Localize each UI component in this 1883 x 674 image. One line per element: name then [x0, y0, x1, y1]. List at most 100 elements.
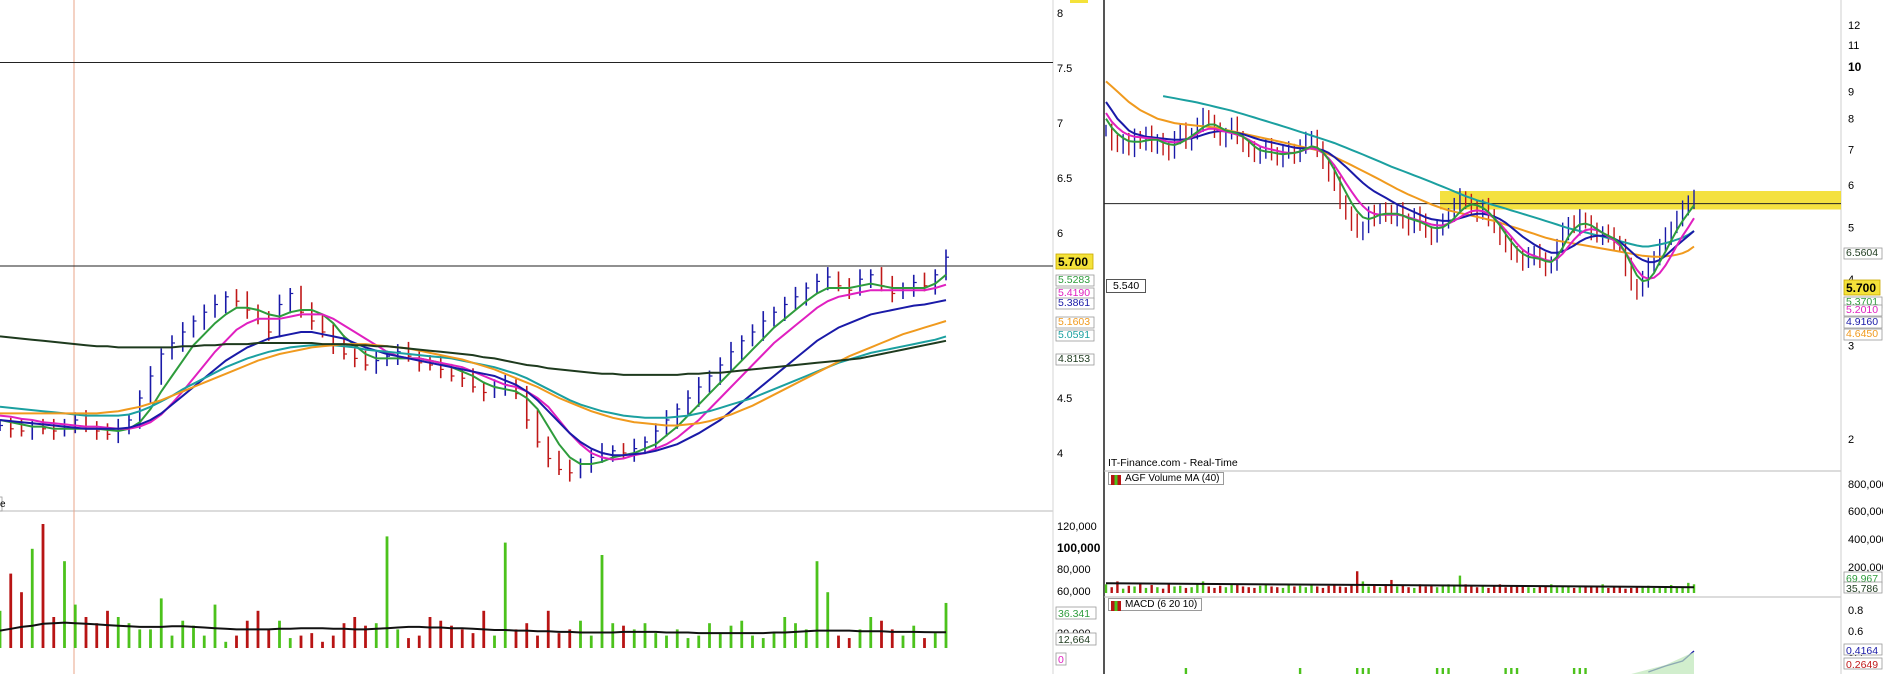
right-volume-bar [1555, 587, 1559, 593]
left-price-tag-label: 5.1603 [1058, 316, 1090, 328]
resistance-highlight-band[interactable] [1440, 191, 1841, 210]
right-volume-bar [1647, 585, 1650, 593]
macd-histogram-bar [1441, 668, 1445, 674]
right-volume-bar [1390, 579, 1393, 593]
right-ma-line-ma-20 [1105, 101, 1695, 264]
right-volume-bar [1544, 586, 1547, 593]
left-volume-bar [245, 620, 249, 648]
right-volume-bar [1139, 582, 1142, 593]
left-volume-tag-box [1055, 652, 1067, 666]
right-volume-bar [1664, 587, 1667, 593]
left-volume-bar [170, 635, 174, 648]
left-volume-bar [267, 629, 271, 648]
left-volume-bar [697, 635, 701, 648]
right-volume-bar [1213, 587, 1216, 593]
left-volume-bar [116, 617, 120, 648]
left-volume-bar [923, 638, 926, 648]
right-volume-bar [1470, 586, 1473, 593]
right-price-tick-label: 5 [1848, 222, 1854, 234]
left-price-tick-label: 8 [1057, 8, 1063, 20]
right-volume-bar [1578, 587, 1582, 593]
left-ma-line-ma-5 [0, 274, 947, 465]
right-price-tick-label: 11 [1848, 40, 1859, 52]
left-volume-bar [718, 633, 722, 648]
right-volume-tick-label: 800,000 [1848, 479, 1883, 491]
right-volume-bar [1532, 587, 1536, 593]
left-volume-bar [52, 617, 56, 648]
left-price-tick-label: 7 [1057, 118, 1063, 130]
macd-histogram-bar [1184, 668, 1188, 674]
left-volume-bar [837, 635, 840, 648]
right-volume-bar [1224, 587, 1228, 593]
left-volume-bar [460, 629, 464, 648]
right-volume-bar [1338, 586, 1342, 593]
right-volume-bar [1630, 587, 1633, 593]
macd-legend[interactable]: MACD (6 20 10) [1108, 598, 1203, 611]
right-volume-bar [1196, 584, 1199, 593]
macd-tag-label: 0.4164 [1846, 645, 1878, 657]
left-volume-bar [20, 592, 23, 648]
left-volume-bar [804, 629, 808, 648]
right-volume-bar [1652, 587, 1656, 593]
right-volume-bar [1584, 585, 1587, 593]
right-volume-bar [1521, 586, 1524, 593]
left-price-tag-label: 5.0591 [1058, 329, 1090, 341]
right-volume-bar [1538, 585, 1542, 593]
right-price-tick-label: 9 [1848, 86, 1854, 98]
source-label: IT-Finance.com - Real-Time [1108, 457, 1238, 469]
left-volume-bar [84, 617, 88, 648]
right-volume-bar [1304, 587, 1308, 593]
right-volume-bar [1618, 587, 1621, 593]
left-volume-bar [654, 633, 658, 648]
left-price-tag-box [1055, 329, 1095, 342]
right-volume-bar [1316, 586, 1319, 593]
right-price-tag-box [1843, 316, 1883, 329]
left-volume-bar [622, 625, 625, 648]
left-ma-line-ma-20 [0, 299, 947, 457]
level-label-box[interactable]: 5.540 [1106, 279, 1147, 293]
right-price-tick-label: 2 [1848, 434, 1854, 446]
left-volume-bar [751, 635, 754, 648]
macd-histogram-bar [1515, 668, 1519, 674]
left-volume-tick-label: 100,000 [1057, 541, 1101, 555]
volume-legend[interactable]: AGF Volume MA (40) [1108, 472, 1225, 485]
partial-legend-text: e [0, 499, 6, 510]
macd-histogram-bar [1572, 668, 1576, 674]
right-volume-bar [1298, 585, 1302, 593]
macd-histogram-bar [1447, 668, 1450, 674]
left-volume-bar [149, 629, 152, 648]
right-ma-line-ma-200 [1162, 95, 1695, 248]
right-volume-bar [1150, 585, 1153, 593]
left-volume-bar [729, 625, 733, 648]
left-price-tick-label: 4.5 [1057, 393, 1072, 405]
right-price-tick-label: 7 [1848, 145, 1854, 157]
left-volume-bar [686, 638, 690, 648]
right-price-tick-label: 8 [1848, 114, 1854, 126]
left-volume-bar [557, 633, 561, 648]
left-volume-bar [235, 635, 238, 648]
corner-marker [1070, 0, 1088, 3]
left-volume-bar [665, 635, 668, 648]
macd-histogram-bar [1355, 668, 1359, 674]
left-volume-bar [417, 635, 421, 648]
left-volume-tag-box [1055, 606, 1097, 620]
left-volume-bar [869, 617, 873, 648]
left-volume-bar [880, 620, 883, 648]
left-volume-bar [826, 592, 830, 648]
right-volume-bar [1367, 586, 1370, 593]
left-volume-bar [374, 623, 378, 648]
right-volume-bar [1498, 584, 1502, 593]
right-volume-bar [1487, 587, 1490, 593]
right-volume-bar [1384, 584, 1387, 593]
left-volume-tick-label: 60,000 [1057, 586, 1091, 598]
left-volume-bar [30, 548, 34, 648]
right-volume-bar [1447, 584, 1450, 593]
left-volume-bar [407, 638, 410, 648]
right-volume-bar [1378, 587, 1382, 593]
left-volume-bar [0, 610, 2, 648]
left-ma-line-ma-200 [0, 335, 947, 376]
left-price-tick-label: 7.5 [1057, 63, 1072, 75]
left-volume-tag-label: 12,664 [1058, 634, 1090, 646]
left-volume-bar [933, 633, 937, 648]
